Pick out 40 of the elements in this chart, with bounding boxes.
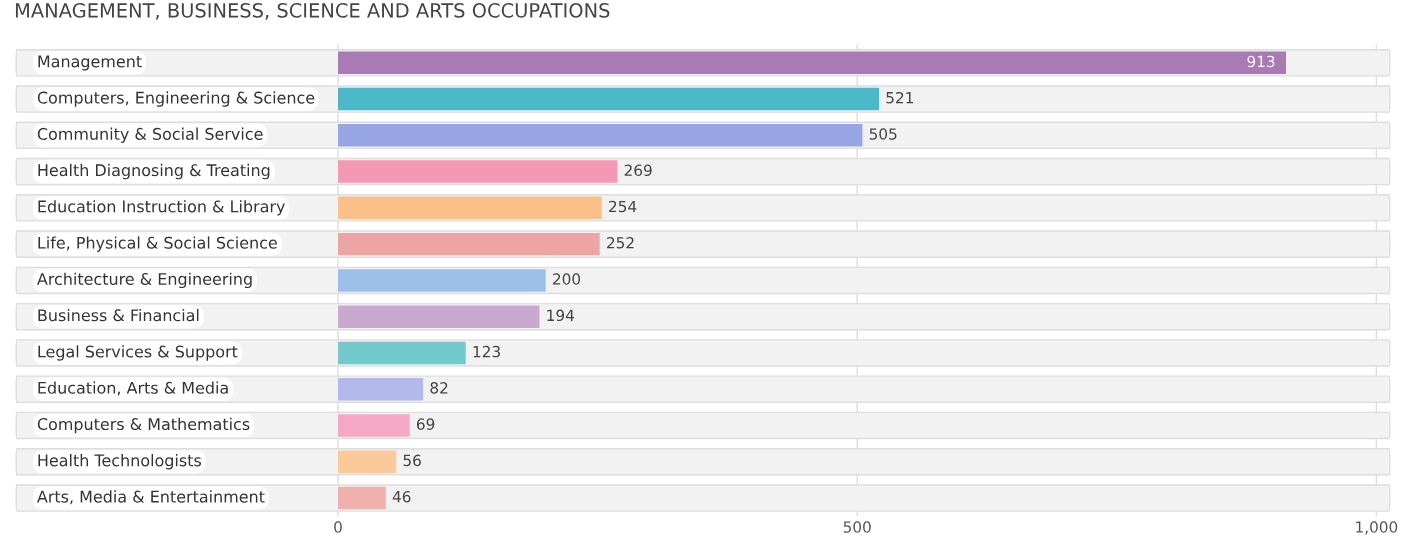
data-label: 194 bbox=[547, 309, 574, 322]
data-label: 82 bbox=[430, 382, 448, 394]
data-label: 269 bbox=[624, 164, 652, 177]
bar bbox=[338, 450, 397, 473]
bar bbox=[338, 269, 546, 292]
y-tick-label: Computers & Mathematics bbox=[37, 417, 250, 434]
y-tick-label: Arts, Media & Entertainment bbox=[37, 490, 265, 505]
y-tick-label: Education, Arts & Media bbox=[38, 381, 228, 396]
y-tick-label: Business & Financial bbox=[38, 308, 199, 322]
y-tick-label: Computers, Engineering & Science bbox=[37, 91, 315, 107]
chart-title: MANAGEMENT, BUSINESS, SCIENCE AND ARTS OCCUPATIONS bbox=[15, 3, 610, 20]
bar bbox=[338, 305, 540, 328]
y-tick-label: Legal Services & Support bbox=[38, 345, 238, 361]
bar bbox=[338, 414, 410, 437]
y-tick-label: Life, Physical & Social Science bbox=[38, 236, 277, 252]
y-tick-label: Education Instruction & Library bbox=[38, 200, 285, 216]
y-tick-label: Health Technologists bbox=[38, 454, 202, 470]
data-label: 56 bbox=[403, 454, 421, 467]
y-tick-label: Architecture & Engineering bbox=[37, 272, 252, 289]
y-tick-label: Community & Social Service bbox=[37, 127, 263, 144]
bar bbox=[338, 377, 424, 401]
data-label: 200 bbox=[553, 273, 581, 285]
data-label: 46 bbox=[392, 490, 411, 503]
data-label: 69 bbox=[416, 418, 435, 430]
x-tick-label: 0 bbox=[334, 521, 342, 533]
data-label: 254 bbox=[609, 200, 637, 213]
y-tick-label: Health Diagnosing & Treating bbox=[38, 163, 270, 180]
data-label: 123 bbox=[473, 345, 500, 358]
bar bbox=[338, 341, 466, 365]
data-label: 521 bbox=[886, 91, 913, 104]
data-label: 913 bbox=[1247, 55, 1275, 68]
bar bbox=[338, 160, 618, 183]
x-tick-label: 1,000 bbox=[1356, 521, 1398, 535]
bar bbox=[338, 196, 602, 220]
bar bbox=[338, 486, 386, 510]
y-tick-label: Management bbox=[38, 55, 142, 71]
data-label: 252 bbox=[607, 237, 634, 249]
data-label: 505 bbox=[869, 128, 897, 140]
x-tick-label: 500 bbox=[843, 521, 871, 533]
bar bbox=[338, 232, 600, 256]
